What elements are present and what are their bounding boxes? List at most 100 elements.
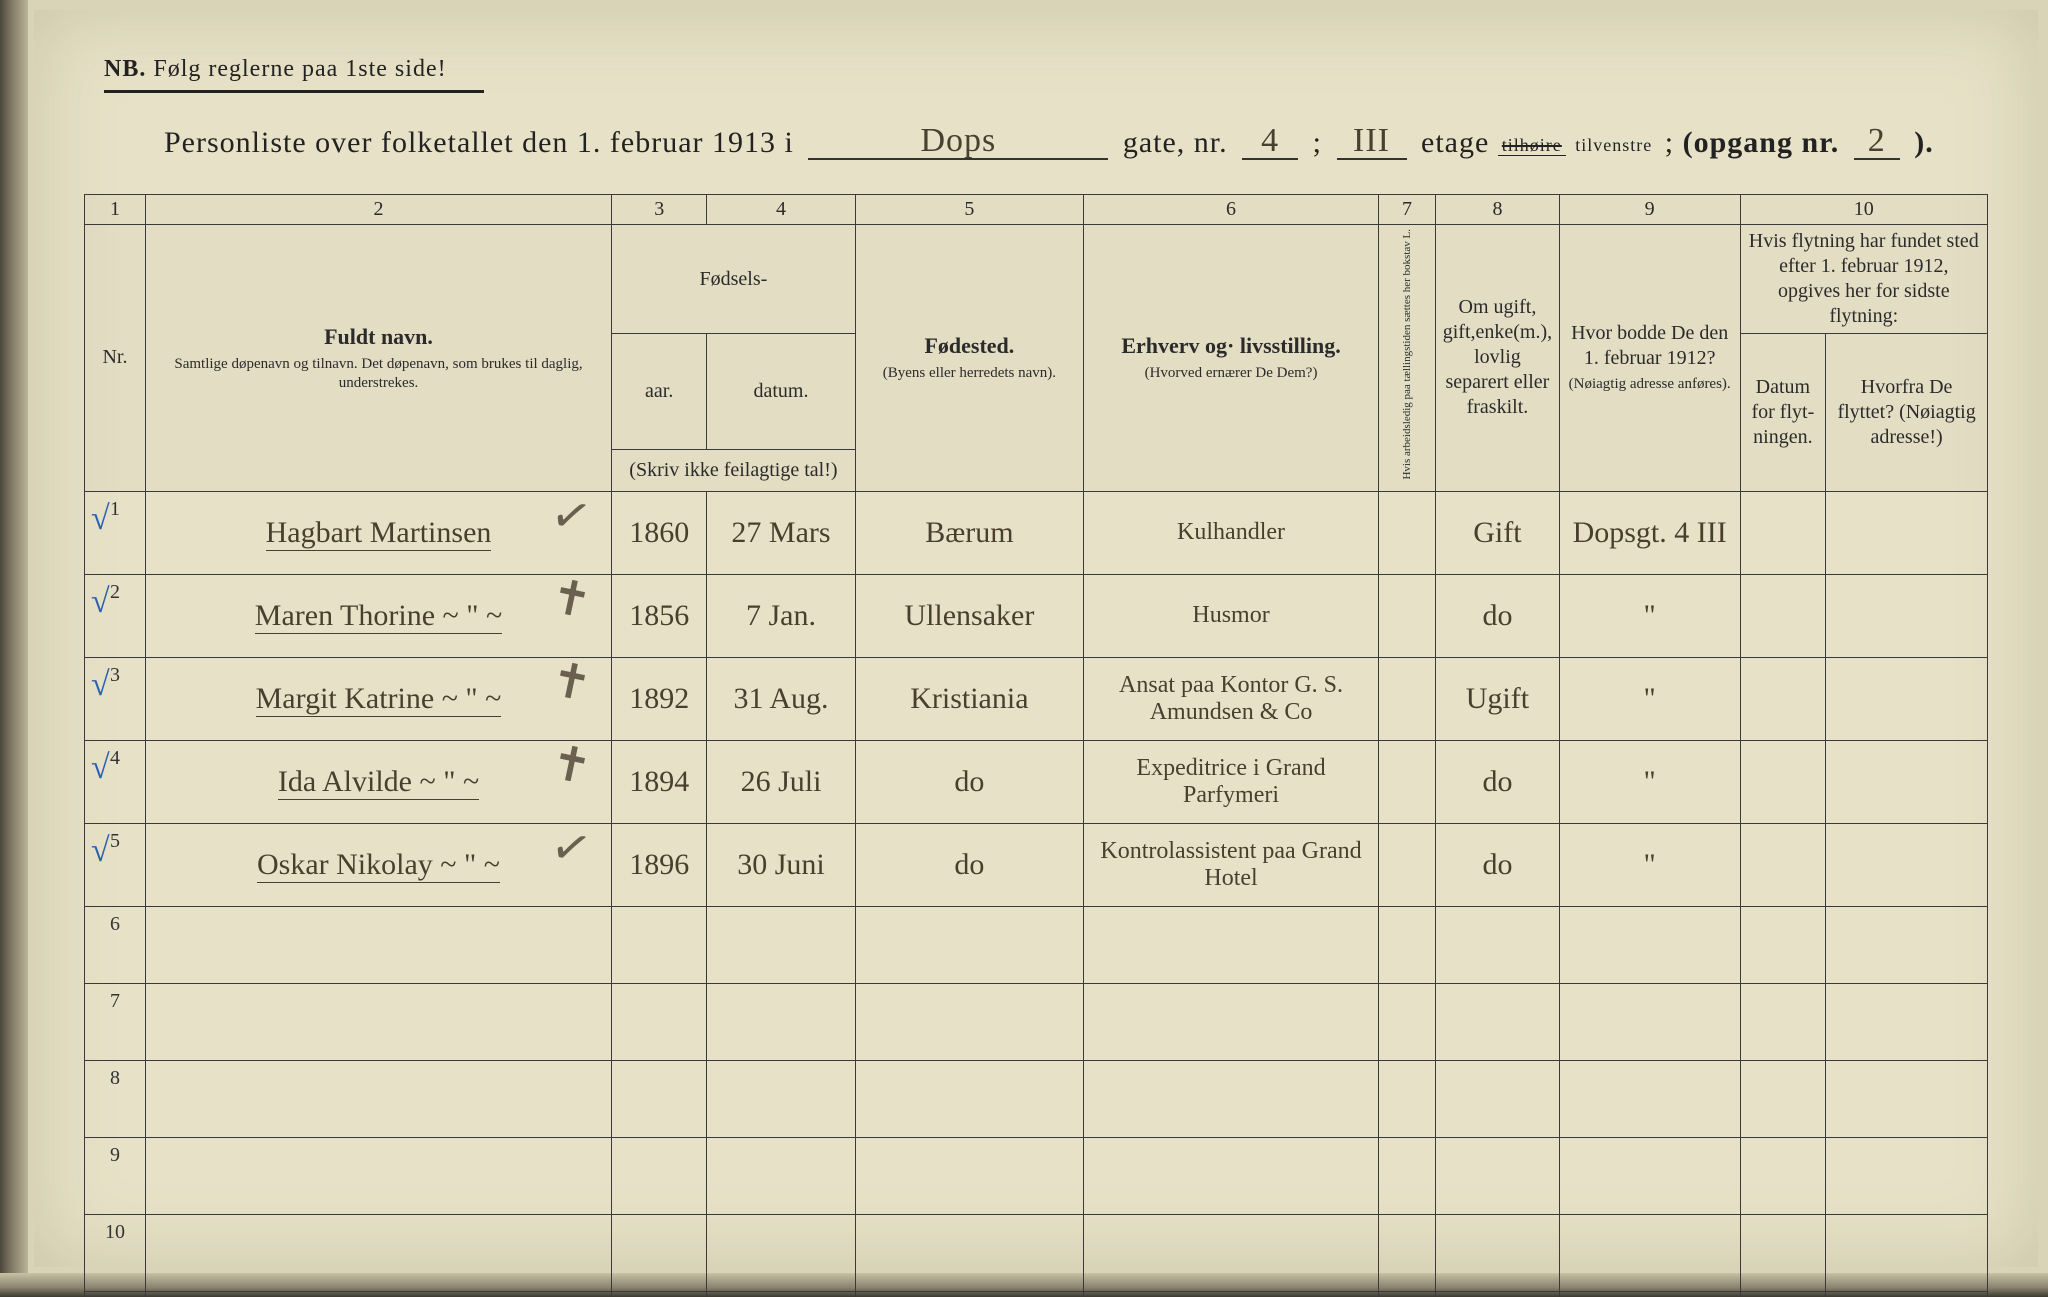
col9-sub: (Nøiagtig adresse anføres).: [1566, 375, 1734, 394]
cell-date: [707, 906, 855, 983]
side-top: tilhøire: [1498, 135, 1566, 156]
cell-date: 30 Juni: [707, 823, 855, 906]
cell-unemployed: [1379, 1137, 1436, 1214]
table-row: √ 2 Maren Thorine ~ " ~ ✝ 1856 7 Jan. Ul…: [85, 574, 1988, 657]
opgang-nr: 2: [1868, 122, 1886, 160]
cell-move-date: [1740, 906, 1826, 983]
opgang-blank: 2: [1854, 128, 1900, 160]
cell-nr: 7: [85, 983, 146, 1060]
side-stacked: tilhøire tilvenstre: [1498, 136, 1656, 154]
form-title-row: Personliste over folketallet den 1. febr…: [164, 126, 1978, 186]
cell-move-date: [1740, 983, 1826, 1060]
cell-year: 1860: [612, 491, 707, 574]
cell-move-date: [1740, 740, 1826, 823]
col-marital: Om ugift, gift,enke(m.), lovlig separert…: [1436, 225, 1560, 492]
cross-mark-icon: ✓: [546, 484, 597, 547]
semicolon-1: ;: [1313, 126, 1322, 159]
col-move-group: Hvis flytning har fundet sted efter 1. f…: [1740, 225, 1987, 334]
cell-unemployed: [1379, 823, 1436, 906]
page-binding-shadow: [0, 0, 28, 1297]
cell-nr: 8: [85, 1060, 146, 1137]
col-date: datum.: [707, 334, 855, 450]
cell-name: Margit Katrine ~ " ~ ✝: [145, 657, 611, 740]
cell-birthplace: [855, 906, 1083, 983]
cell-addr1912: [1559, 983, 1740, 1060]
cross-mark-icon: ✝: [546, 733, 597, 796]
col-birthplace: Fødested. (Byens eller herredets navn).: [855, 225, 1083, 492]
col-birth-group: Fødsels-: [612, 225, 856, 334]
col-name-sub: Samtlige døpenavn og tilnavn. Det døpena…: [152, 355, 605, 393]
cell-unemployed: [1379, 1060, 1436, 1137]
cell-move-from: [1826, 1214, 1988, 1291]
check-icon: √: [91, 666, 110, 704]
gate-label: gate, nr.: [1123, 126, 1228, 159]
cell-occupation: Ansat paa Kontor G. S. Amundsen & Co: [1084, 657, 1379, 740]
table-row: 6: [85, 906, 1988, 983]
cell-year: [612, 1137, 707, 1214]
cell-unemployed: [1379, 491, 1436, 574]
cell-date: [707, 1137, 855, 1214]
cell-year: 1896: [612, 823, 707, 906]
cell-name: Oskar Nikolay ~ " ~ ✓: [145, 823, 611, 906]
cell-birthplace: [855, 1060, 1083, 1137]
cell-birthplace: Ullensaker: [855, 574, 1083, 657]
colnum-3: 3: [612, 195, 707, 225]
name-text: Ida Alvilde ~ " ~: [278, 765, 479, 800]
cell-name: [145, 1291, 611, 1297]
table-row: 10: [85, 1214, 1988, 1291]
cell-birthplace: Kristiania: [855, 657, 1083, 740]
col-occ-bold: Erhverv og· livsstilling.: [1121, 333, 1340, 358]
cell-addr1912: [1559, 1291, 1740, 1297]
cell-move-date: [1740, 1060, 1826, 1137]
cell-move-date: [1740, 823, 1826, 906]
cell-move-from: [1826, 491, 1988, 574]
cell-name: [145, 1214, 611, 1291]
cell-addr1912: ": [1559, 823, 1740, 906]
cell-name: Maren Thorine ~ " ~ ✝: [145, 574, 611, 657]
colnum-8: 8: [1436, 195, 1560, 225]
cell-unemployed: [1379, 657, 1436, 740]
etage-label: etage: [1421, 126, 1489, 159]
cell-move-from: [1826, 983, 1988, 1060]
name-text: Hagbart Martinsen: [266, 516, 492, 551]
cell-nr: √ 3: [85, 657, 146, 740]
cell-unemployed: [1379, 1291, 1436, 1297]
cell-move-from: [1826, 740, 1988, 823]
cell-date: [707, 1060, 855, 1137]
col-name: Fuldt navn. Samtlige døpenavn og tilnavn…: [145, 225, 611, 492]
cell-occupation: [1084, 983, 1379, 1060]
cell-occupation: [1084, 1060, 1379, 1137]
cell-marital: Gift: [1436, 491, 1560, 574]
cell-move-from: [1826, 1060, 1988, 1137]
colnum-2: 2: [145, 195, 611, 225]
table-row: 8: [85, 1060, 1988, 1137]
name-text: Maren Thorine ~ " ~: [255, 599, 502, 634]
cell-occupation: Kulhandler: [1084, 491, 1379, 574]
table-row: √ 4 Ida Alvilde ~ " ~ ✝ 1894 26 Juli do …: [85, 740, 1988, 823]
cell-birthplace: do: [855, 740, 1083, 823]
cross-mark-icon: ✝: [546, 567, 597, 630]
cell-birthplace: [855, 1291, 1083, 1297]
etage-blank: III: [1337, 128, 1407, 160]
cell-year: [612, 1291, 707, 1297]
colnum-9: 9: [1559, 195, 1740, 225]
col9-bold: Hvor bodde De den 1. februar 1912?: [1571, 322, 1728, 369]
cell-marital: [1436, 1060, 1560, 1137]
colnum-7: 7: [1379, 195, 1436, 225]
colnum-4: 4: [707, 195, 855, 225]
cell-addr1912: [1559, 906, 1740, 983]
cell-date: [707, 983, 855, 1060]
col-nr: Nr.: [85, 225, 146, 492]
side-bottom: tilvenstre: [1571, 135, 1656, 155]
cell-move-from: [1826, 823, 1988, 906]
cell-unemployed: [1379, 906, 1436, 983]
cell-marital: [1436, 1291, 1560, 1297]
check-icon: √: [91, 583, 110, 621]
colnum-1: 1: [85, 195, 146, 225]
cell-year: 1856: [612, 574, 707, 657]
table-row: √ 3 Margit Katrine ~ " ~ ✝ 1892 31 Aug. …: [85, 657, 1988, 740]
cell-occupation: [1084, 1137, 1379, 1214]
col-occupation: Erhverv og· livsstilling. (Hvorved ernær…: [1084, 225, 1379, 492]
cell-move-date: [1740, 1214, 1826, 1291]
cell-birthplace: [855, 1137, 1083, 1214]
